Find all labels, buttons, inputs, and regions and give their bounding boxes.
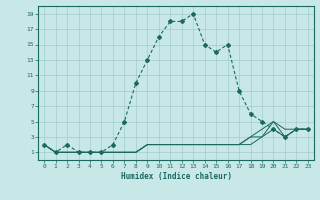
X-axis label: Humidex (Indice chaleur): Humidex (Indice chaleur) bbox=[121, 172, 231, 181]
